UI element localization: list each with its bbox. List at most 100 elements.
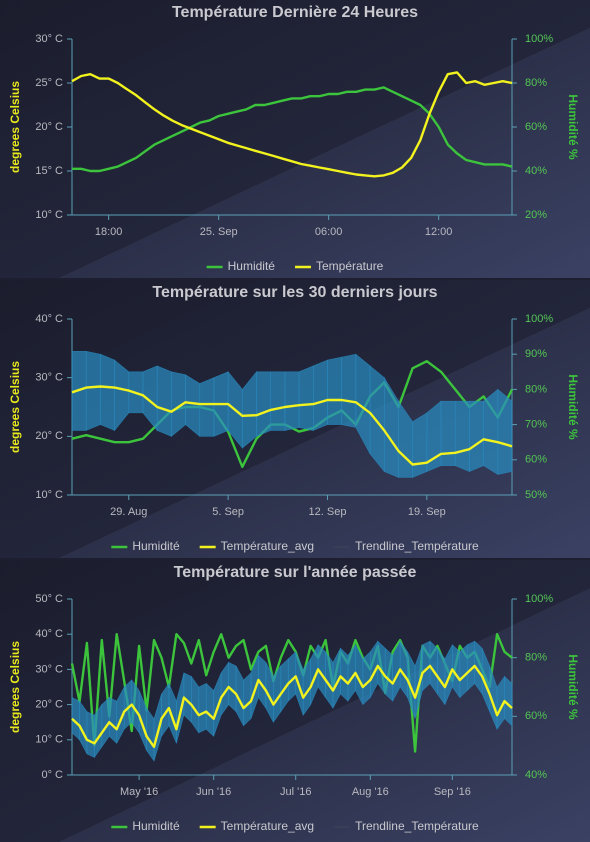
y-tick-label: 30° C — [35, 33, 63, 45]
range-band — [108, 697, 118, 745]
y2-tick-label: 80% — [525, 652, 547, 664]
y2-tick-label: 100% — [525, 33, 553, 45]
range-band — [362, 651, 371, 706]
y-tick-label: 10° C — [35, 734, 63, 746]
x-tick-label: Jul '16 — [280, 786, 311, 798]
legend: Humidité Température_avg Trendline_Tempéra… — [111, 539, 479, 553]
chart-title: Température Dernière 24 Heures — [172, 4, 418, 21]
series-line — [72, 86, 513, 173]
legend-label: Humidité — [132, 819, 180, 833]
legend-label: Humidité — [132, 539, 180, 553]
legend-label: Température — [316, 259, 384, 273]
y2-tick-label: 50% — [525, 489, 547, 501]
legend-item[interactable]: Température_avg — [199, 539, 314, 553]
y2-tick-label: 40% — [525, 769, 547, 781]
y2-tick-label: 100% — [525, 593, 553, 605]
y2-tick-label: 100% — [525, 313, 553, 325]
x-tick-label: 25. Sep — [200, 226, 238, 238]
range-band — [199, 377, 215, 437]
y2-tick-label: 60% — [525, 121, 547, 133]
range-band — [459, 644, 468, 699]
legend-item[interactable]: Température — [294, 259, 384, 273]
legend-label: Trendline_Température — [355, 539, 479, 553]
range-band — [369, 365, 385, 473]
legend-item[interactable]: Trendline_Température — [334, 819, 479, 833]
y-tick-label: 10° C — [35, 489, 63, 501]
y-tick-label: 40° C — [35, 628, 63, 640]
x-tick-label: May '16 — [120, 786, 158, 798]
range-band — [497, 388, 513, 475]
range-band — [85, 350, 101, 431]
series-line — [71, 664, 513, 748]
range-band — [340, 647, 349, 702]
y-tick-label: 25° C — [35, 77, 63, 89]
y-axis-title: degrees Celsius — [8, 641, 22, 733]
range-band — [284, 371, 300, 431]
legend-item[interactable]: Trendline_Température — [334, 539, 479, 553]
y2-axis-title: Humidité % — [566, 94, 580, 160]
x-tick-label: 5. Sep — [212, 506, 244, 518]
legend-item[interactable]: Humidité — [111, 539, 180, 553]
legend-item[interactable]: Humidité — [206, 259, 276, 273]
y-axis-title: degrees Celsius — [8, 361, 22, 453]
y-tick-label: 10° C — [35, 209, 63, 221]
y2-tick-label: 80% — [525, 383, 547, 395]
chart-title: Température sur les 30 derniers jours — [152, 284, 437, 301]
y2-axis-title: Humidité % — [566, 374, 580, 440]
y-tick-label: 0° C — [41, 769, 63, 781]
y-tick-label: 15° C — [35, 165, 63, 177]
y2-tick-label: 40% — [525, 165, 547, 177]
y2-axis-title: Humidité % — [566, 654, 580, 720]
y2-tick-label: 90% — [525, 348, 547, 360]
legend-label: Humidité — [228, 259, 276, 273]
y2-tick-label: 60% — [525, 710, 547, 722]
y-tick-label: 20° C — [35, 121, 63, 133]
range-band — [412, 412, 428, 478]
range-band — [256, 371, 272, 437]
y-tick-label: 20° C — [35, 430, 63, 442]
panel-background — [0, 0, 590, 278]
legend-item[interactable]: Température_avg — [199, 819, 314, 833]
y-tick-label: 20° C — [35, 699, 63, 711]
legend-label: Température_avg — [221, 539, 314, 553]
range-band — [198, 683, 207, 734]
y2-tick-label: 20% — [525, 209, 547, 221]
chart-title: Température sur l'année passée — [174, 564, 417, 581]
range-band — [312, 359, 328, 431]
legend: Humidité Température_avg Trendline_Tempéra… — [111, 819, 479, 833]
range-band — [469, 400, 484, 472]
y2-tick-label: 60% — [525, 454, 547, 466]
y-tick-label: 50° C — [35, 593, 63, 605]
x-tick-label: 12. Sep — [309, 506, 347, 518]
legend-item[interactable]: Humidité — [111, 819, 180, 833]
y-tick-label: 30° C — [35, 663, 63, 675]
y-tick-label: 30° C — [35, 372, 63, 384]
range-band — [205, 682, 214, 737]
range-band — [454, 400, 470, 472]
x-tick-label: 06:00 — [315, 226, 343, 238]
range-band — [327, 356, 342, 425]
y-tick-label: 40° C — [35, 313, 63, 325]
x-tick-label: 18:00 — [95, 226, 123, 238]
range-band — [341, 353, 357, 428]
series-line — [71, 71, 513, 178]
range-band — [156, 365, 172, 437]
legend: Humidité Température — [206, 259, 384, 273]
range-band — [298, 365, 314, 431]
y-axis-title: degrees Celsius — [8, 81, 22, 173]
range-band — [440, 400, 456, 466]
series-line — [71, 385, 513, 466]
x-tick-label: Sep '16 — [434, 786, 471, 798]
range-band — [86, 711, 95, 758]
y2-tick-label: 80% — [525, 77, 547, 89]
range-band — [243, 672, 252, 727]
range-band — [483, 388, 499, 476]
x-tick-label: Aug '16 — [352, 786, 389, 798]
range-band — [384, 647, 393, 702]
range-band — [504, 675, 513, 727]
range-band — [100, 353, 115, 431]
legend-label: Température_avg — [221, 819, 314, 833]
y2-tick-label: 70% — [525, 419, 547, 431]
legend-label: Trendline_Température — [355, 819, 479, 833]
